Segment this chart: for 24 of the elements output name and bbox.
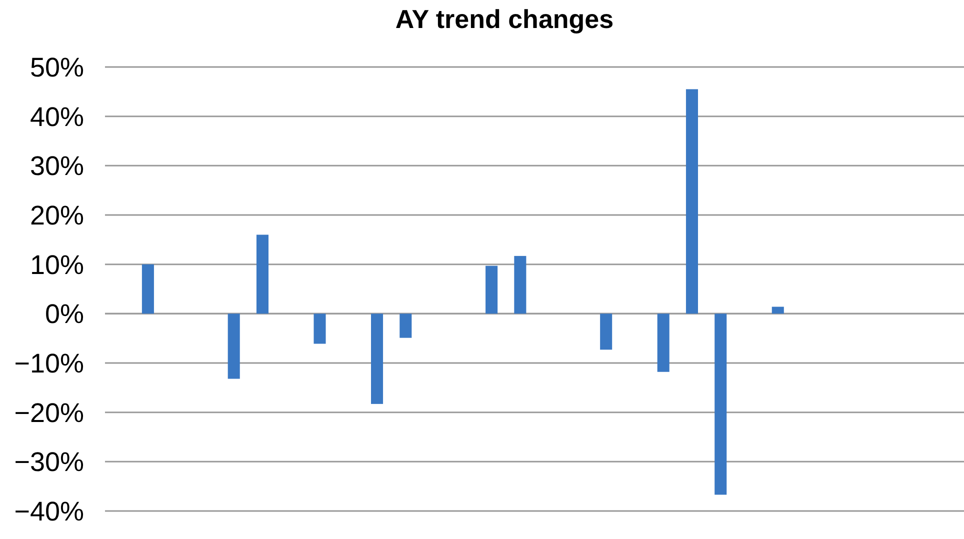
bar [400, 314, 412, 338]
bar [228, 314, 240, 379]
y-tick-label: −40% [14, 496, 84, 526]
y-tick-label: 10% [30, 250, 84, 280]
y-tick-label: −20% [14, 398, 84, 428]
y-tick-label: −30% [14, 447, 84, 478]
y-tick-label: 0% [44, 299, 84, 330]
bar [772, 306, 784, 314]
bar [486, 266, 498, 314]
bar [714, 314, 727, 495]
y-tick-label: 20% [30, 200, 84, 230]
y-tick-label: 40% [30, 102, 84, 132]
chart-title: AY trend changes [395, 4, 614, 34]
bar [314, 314, 326, 344]
bar [256, 234, 268, 314]
bar [600, 314, 612, 350]
y-tick-label: 30% [30, 151, 84, 182]
y-tick-label: −10% [14, 348, 84, 378]
bar [142, 264, 154, 314]
y-tick-label: 50% [30, 52, 84, 82]
bar [371, 314, 384, 404]
bar [514, 256, 526, 314]
bar [657, 314, 670, 372]
bar [686, 89, 698, 314]
